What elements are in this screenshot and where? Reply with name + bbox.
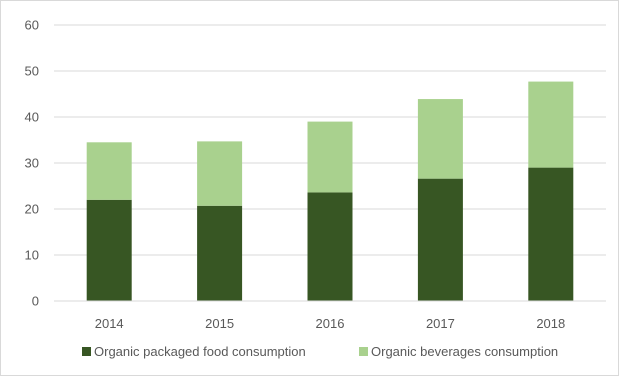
y-tick-label: 40 (25, 110, 39, 125)
bar-segment-beverages (197, 141, 243, 206)
bar-segment-beverages (86, 142, 132, 200)
bar-segment-packaged-food (86, 199, 132, 301)
bar-segment-packaged-food (307, 192, 353, 301)
legend-label: Organic beverages consumption (371, 344, 558, 359)
x-tick-label: 2014 (95, 316, 124, 331)
legend-swatch (82, 347, 91, 356)
x-axis-ticks: 2014 2015 2016 2017 2018 (95, 316, 566, 331)
bar-segment-beverages (417, 99, 463, 179)
y-axis-ticks: 0 10 20 30 40 50 60 (25, 18, 39, 309)
x-tick-label: 2016 (316, 316, 345, 331)
bar-segment-beverages (307, 121, 353, 193)
y-tick-label: 60 (25, 18, 39, 33)
x-tick-label: 2018 (536, 316, 565, 331)
legend: Organic packaged food consumption Organic… (82, 344, 558, 359)
bar-segment-packaged-food (197, 205, 243, 301)
y-tick-label: 0 (32, 294, 39, 309)
legend-label: Organic packaged food consumption (94, 344, 306, 359)
y-tick-label: 10 (25, 248, 39, 263)
bar-segment-beverages (528, 81, 574, 168)
bar-segment-packaged-food (417, 178, 463, 301)
y-tick-label: 20 (25, 202, 39, 217)
bars (86, 81, 574, 301)
y-tick-label: 30 (25, 156, 39, 171)
x-tick-label: 2017 (426, 316, 455, 331)
legend-swatch (359, 347, 368, 356)
bar-segment-packaged-food (528, 167, 574, 301)
y-tick-label: 50 (25, 64, 39, 79)
x-tick-label: 2015 (205, 316, 234, 331)
